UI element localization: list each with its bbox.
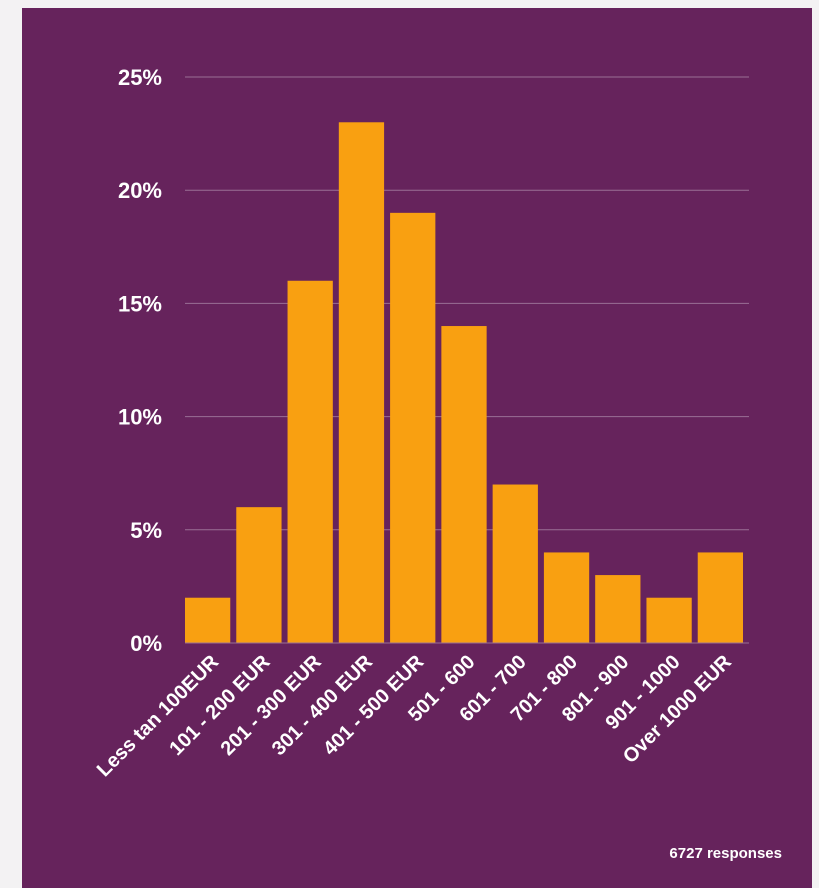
bar [543, 552, 590, 643]
bar [492, 484, 538, 643]
bar [441, 326, 487, 643]
y-tick-label: 0% [130, 631, 162, 656]
bar [390, 212, 436, 643]
bar [287, 280, 333, 643]
bar [338, 122, 385, 643]
y-tick-label: 25% [118, 65, 162, 90]
responses-footnote: 6727 responses [669, 845, 782, 862]
y-tick-label: 5% [130, 518, 162, 543]
bar [236, 507, 282, 643]
bar [646, 597, 692, 643]
bar [595, 575, 641, 643]
y-tick-label: 10% [118, 405, 162, 430]
y-tick-label: 15% [118, 291, 162, 316]
bar [185, 597, 231, 643]
bar [697, 552, 743, 643]
chart-panel: 0% 5% 10% 15% 20% 25% Less tan 100EUR 101 - 200… [22, 8, 812, 888]
y-tick-label: 20% [118, 178, 162, 203]
